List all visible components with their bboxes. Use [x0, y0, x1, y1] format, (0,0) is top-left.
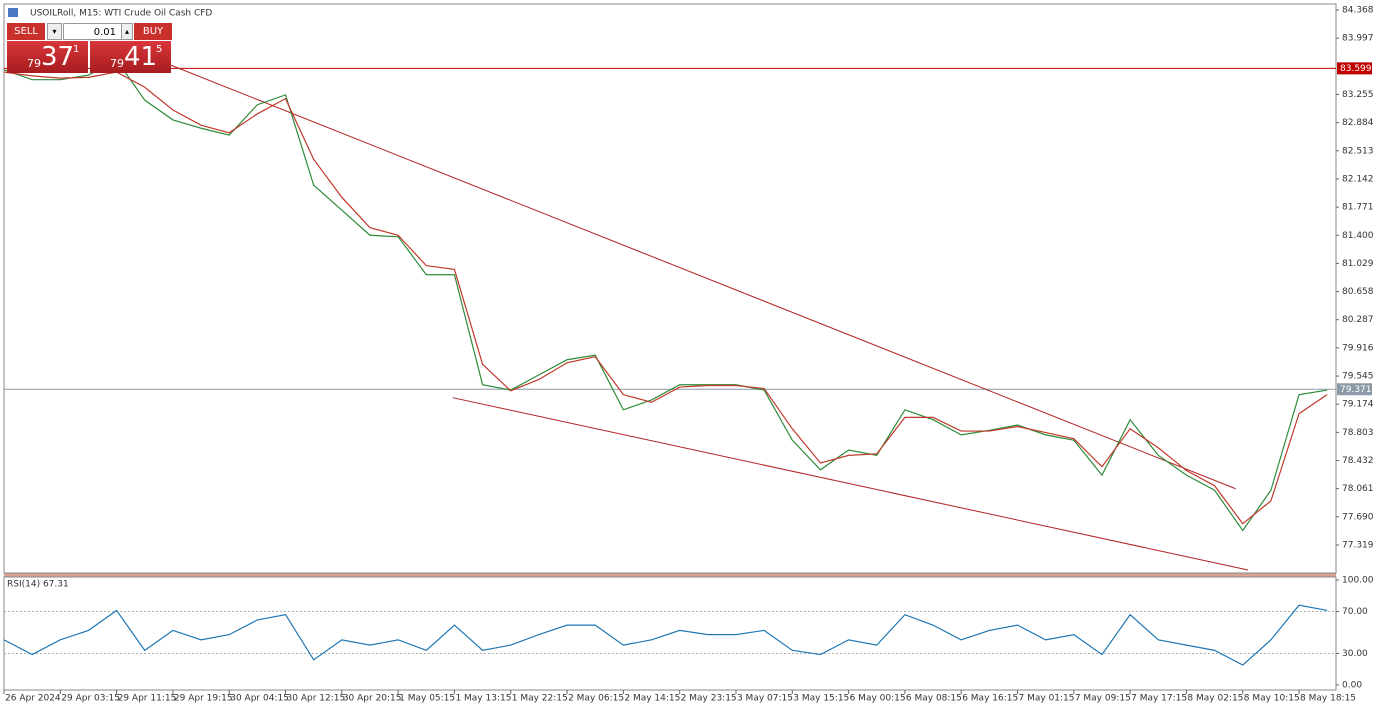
volume-up[interactable]: ▴ [121, 23, 133, 40]
trade-panel: SELL ▾ 0.01 ▴ BUY 79 37 1 79 41 5 [7, 23, 172, 73]
y-tick-label: 82.513 [1342, 146, 1374, 156]
rsi-title: RSI(14) 67.31 [7, 580, 69, 590]
x-tick-label: 3 May 07:15 [737, 694, 793, 704]
bid-small: 1 [73, 44, 80, 55]
y-tick-label: 81.771 [1342, 203, 1374, 213]
ask-main: 41 [124, 42, 158, 72]
x-tick-label: 26 Apr 2024 [5, 694, 61, 704]
y-tick-label: 100.00 [1342, 576, 1374, 586]
level-label-bg [1337, 383, 1372, 396]
y-tick-label: 84.368 [1342, 5, 1374, 15]
x-tick-label: 7 May 09:15 [1075, 694, 1131, 704]
x-tick-label: 6 May 16:15 [962, 694, 1018, 704]
x-tick-label: 2 May 14:15 [624, 694, 680, 704]
y-tick-label: 83.997 [1342, 34, 1374, 44]
x-tick-label: 8 May 18:15 [1300, 694, 1356, 704]
x-tick-label: 30 Apr 20:15 [343, 694, 402, 704]
y-tick-label: 83.255 [1342, 90, 1374, 100]
bid-main: 37 [41, 42, 75, 72]
x-tick-label: 29 Apr 11:15 [118, 694, 177, 704]
x-tick-label: 2 May 23:15 [681, 694, 737, 704]
ask-small: 5 [156, 44, 163, 55]
x-tick-label: 30 Apr 12:15 [287, 694, 346, 704]
x-tick-label: 8 May 02:15 [1187, 694, 1243, 704]
y-tick-label: 81.029 [1342, 259, 1374, 269]
series-line [3, 59, 1328, 532]
bid-box[interactable]: 79 37 1 [7, 41, 88, 73]
y-tick-label: 81.400 [1342, 231, 1374, 241]
y-tick-label: 77.690 [1342, 512, 1374, 522]
buy-button[interactable]: BUY [134, 23, 172, 40]
y-tick-label: 80.287 [1342, 315, 1374, 325]
level-label-bg [1337, 62, 1372, 75]
x-tick-label: 7 May 17:15 [1131, 694, 1187, 704]
y-tick-label: 70.00 [1342, 607, 1368, 617]
ask-box[interactable]: 79 41 5 [90, 41, 171, 73]
series-line [3, 604, 1328, 666]
x-tick-label: 29 Apr 03:15 [61, 694, 120, 704]
x-tick-label: 1 May 22:15 [512, 694, 568, 704]
price-panel [3, 3, 1337, 574]
trendline [170, 64, 1236, 490]
y-tick-label: 82.142 [1342, 174, 1374, 184]
y-tick-label: 82.884 [1342, 118, 1374, 128]
y-tick-label: 78.061 [1342, 484, 1374, 494]
x-tick-label: 3 May 15:15 [793, 694, 849, 704]
volume-down[interactable]: ▾ [47, 23, 62, 40]
x-tick-label: 8 May 10:15 [1244, 694, 1300, 704]
x-tick-label: 30 Apr 04:15 [230, 694, 289, 704]
y-tick-label: 77.319 [1342, 540, 1374, 550]
y-tick-label: 80.658 [1342, 287, 1374, 297]
series-line [3, 71, 1328, 525]
y-tick-label: 79.545 [1342, 372, 1374, 382]
level-label: 83.599 [1340, 64, 1372, 74]
x-tick-label: 2 May 06:15 [568, 694, 624, 704]
y-tick-label: 30.00 [1342, 649, 1368, 659]
x-tick-label: 7 May 01:15 [1019, 694, 1075, 704]
ask-big: 79 [110, 57, 124, 70]
x-tick-label: 1 May 13:15 [455, 694, 511, 704]
volume-input[interactable]: 0.01 [63, 23, 129, 40]
rsi-panel [3, 576, 1337, 691]
bid-big: 79 [27, 57, 41, 70]
y-tick-label: 78.432 [1342, 456, 1374, 466]
trendline [452, 397, 1249, 571]
x-tick-label: 29 Apr 19:15 [174, 694, 233, 704]
sell-button[interactable]: SELL [7, 23, 45, 40]
chart-title: USOILRoll, M15: WTI Crude Oil Cash CFD [30, 9, 212, 19]
y-tick-label: 79.916 [1342, 343, 1374, 353]
icon [8, 8, 18, 17]
y-tick-label: 79.174 [1342, 400, 1374, 410]
y-tick-label: 78.803 [1342, 428, 1374, 438]
y-tick-label: 0.00 [1342, 681, 1362, 691]
x-tick-label: 6 May 00:15 [850, 694, 906, 704]
level-label: 79.371 [1340, 385, 1372, 395]
x-tick-label: 1 May 05:15 [399, 694, 455, 704]
x-tick-label: 6 May 08:15 [906, 694, 962, 704]
